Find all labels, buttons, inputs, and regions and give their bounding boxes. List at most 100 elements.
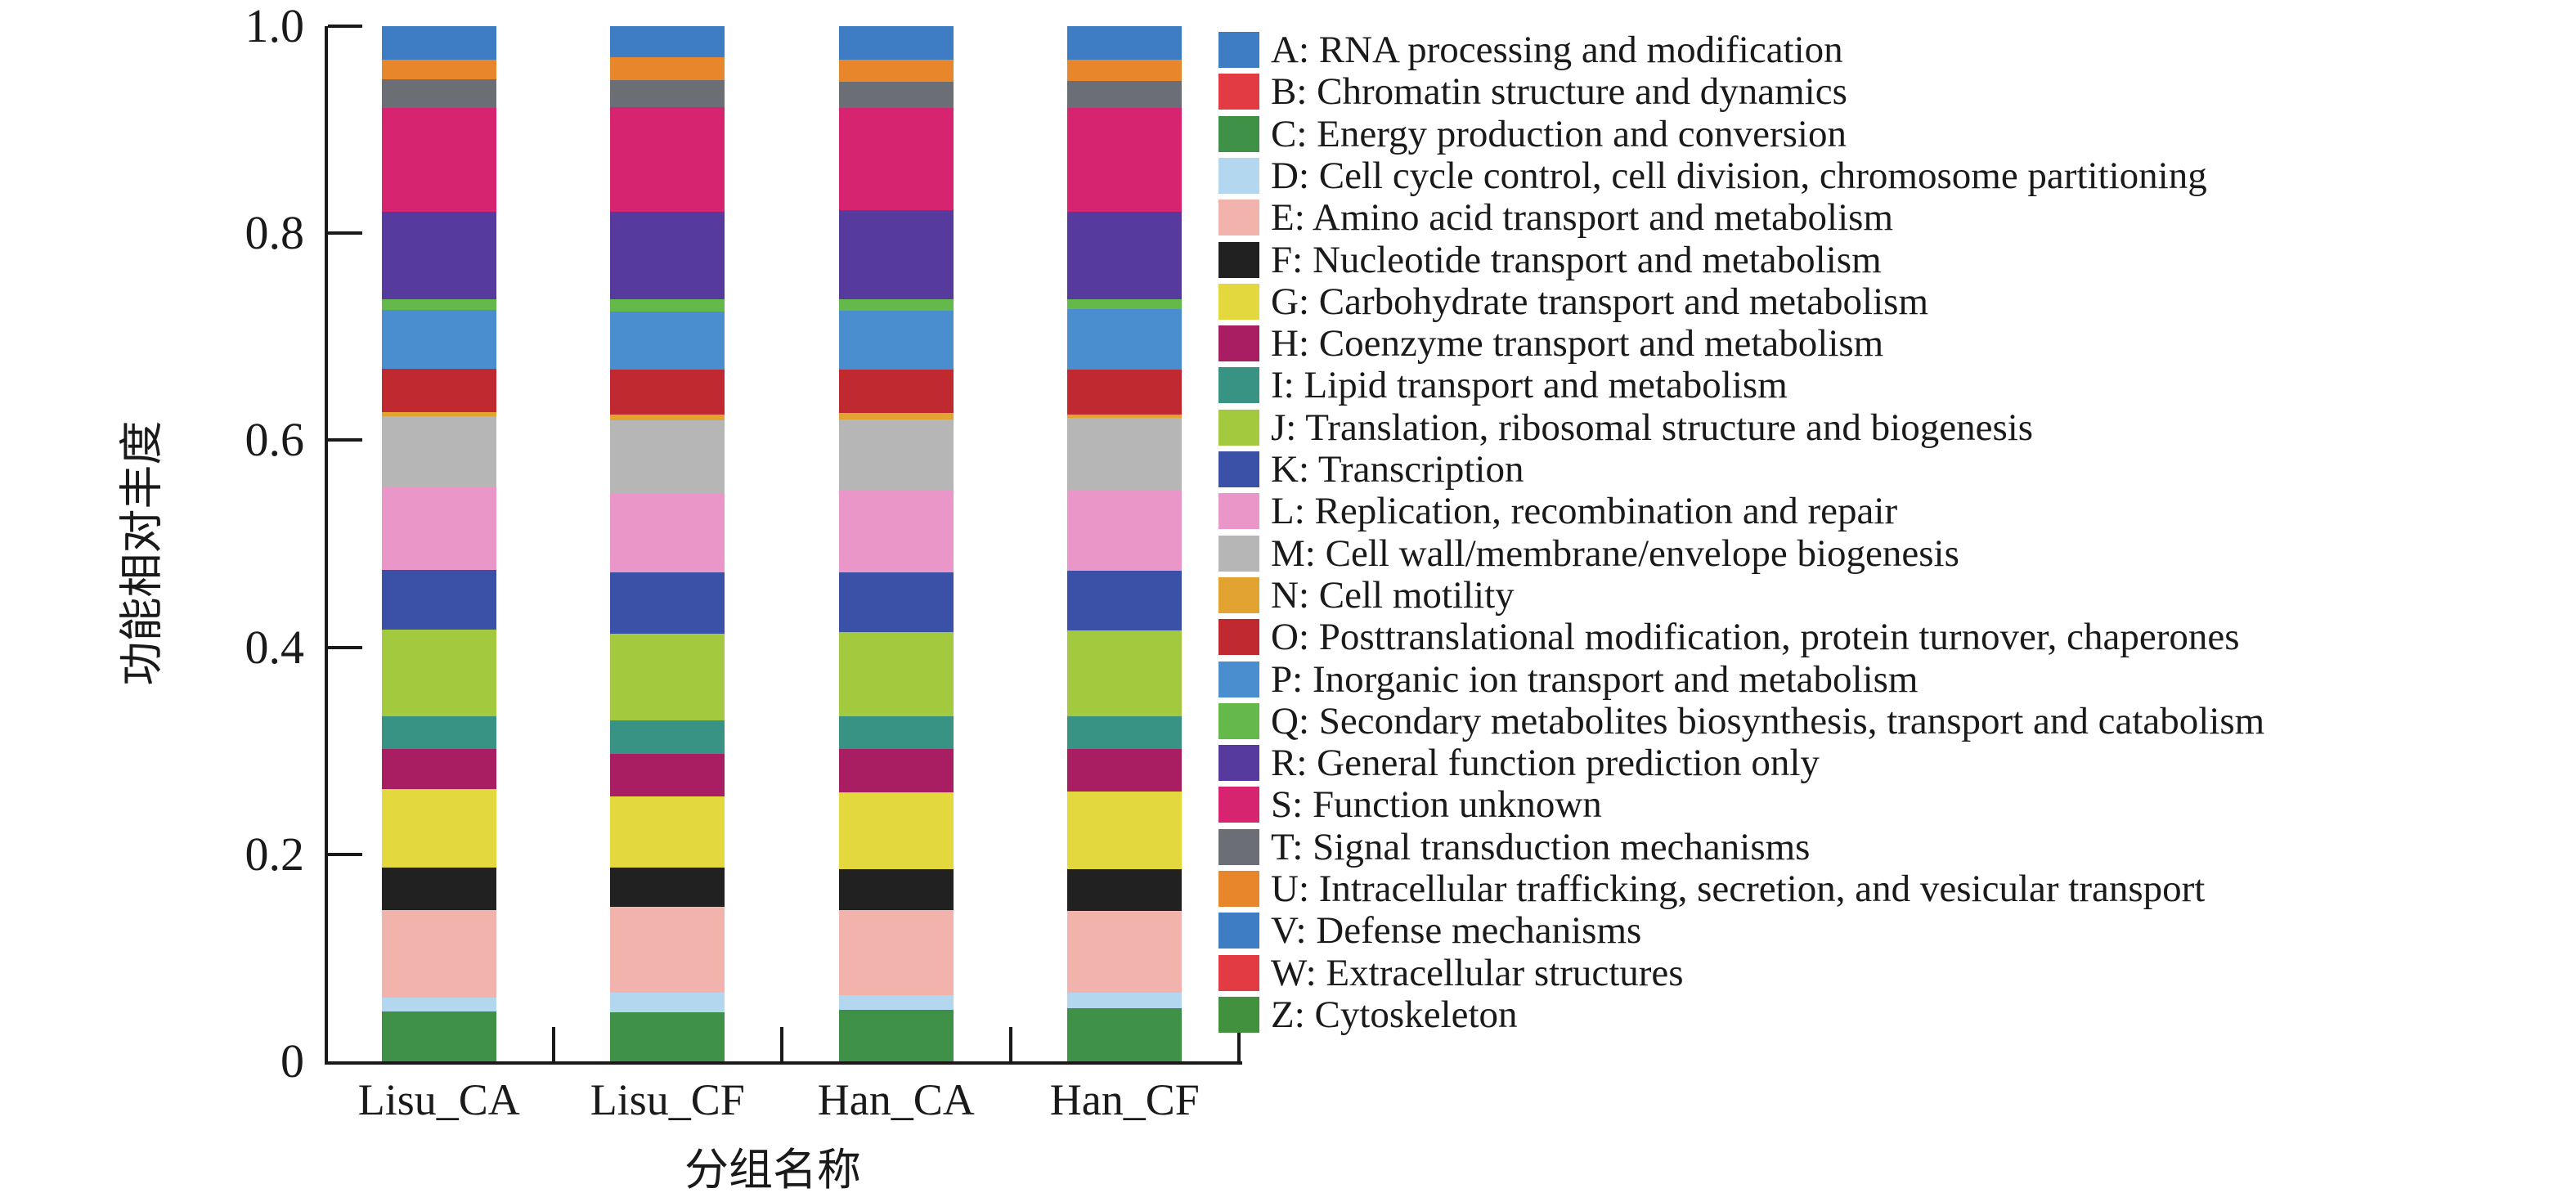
legend-item-O: O: Posttranslational modification, prote… bbox=[1218, 616, 2240, 659]
bar-segment-R bbox=[1067, 211, 1183, 300]
bar-segment-T bbox=[610, 79, 725, 107]
bar-segment-L bbox=[610, 492, 725, 573]
bar-segment-T bbox=[1067, 81, 1183, 108]
bar-segment-O bbox=[838, 370, 954, 414]
bar-segment-D bbox=[1067, 993, 1183, 1009]
legend-item-J: J: Translation, ribosomal structure and … bbox=[1218, 406, 2034, 449]
legend-swatch-V bbox=[1218, 913, 1259, 949]
bar-segment-P bbox=[610, 312, 725, 370]
bar-segment-H bbox=[1067, 748, 1183, 792]
bar-segment-K bbox=[1067, 570, 1183, 631]
bar-segment-N bbox=[610, 414, 725, 421]
y-tick-label: 0.2 bbox=[245, 827, 305, 881]
legend-label-F: F: Nucleotide transport and metabolism bbox=[1271, 238, 1882, 281]
bar-segment-J bbox=[610, 634, 725, 721]
legend-label-E: E: Amino acid transport and metabolism bbox=[1271, 196, 1893, 240]
y-axis-tick bbox=[328, 25, 362, 28]
bar-segment-L bbox=[381, 487, 496, 570]
legend-swatch-L bbox=[1218, 493, 1259, 530]
bar-segment-I bbox=[838, 716, 954, 749]
legend-swatch-S bbox=[1218, 787, 1259, 823]
legend-item-G: G: Carbohydrate transport and metabolism bbox=[1218, 282, 1928, 321]
category-label: Han_CA bbox=[817, 1075, 975, 1124]
y-axis-tick bbox=[328, 852, 362, 856]
y-tick-label: 0.4 bbox=[245, 620, 305, 674]
category-label: Han_CF bbox=[1049, 1075, 1200, 1124]
legend-item-Z: Z: Cytoskeleton bbox=[1218, 993, 1518, 1036]
legend-label-N: N: Cell motility bbox=[1271, 573, 1515, 617]
bar-segment-J bbox=[838, 631, 954, 717]
bar-segment-O bbox=[1067, 370, 1183, 415]
y-axis-tick bbox=[328, 438, 362, 442]
x-axis-tick bbox=[551, 1027, 555, 1061]
bar-segment-F bbox=[381, 868, 496, 911]
bar-segment-E bbox=[1067, 911, 1183, 993]
x-axis-title: 分组名称 bbox=[684, 1146, 861, 1193]
bar-segment-G bbox=[610, 796, 725, 868]
bar-segment-G bbox=[838, 792, 954, 869]
legend-label-Z: Z: Cytoskeleton bbox=[1271, 993, 1518, 1036]
legend-label-J: J: Translation, ribosomal structure and … bbox=[1271, 406, 2034, 449]
x-axis-tick bbox=[1237, 1027, 1241, 1061]
bar-segment-V bbox=[610, 26, 725, 57]
legend-item-U: U: Intracellular trafficking, secretion,… bbox=[1218, 870, 2205, 908]
bar-segment-C bbox=[838, 1009, 954, 1061]
bar-segment-R bbox=[610, 211, 725, 300]
legend-swatch-I bbox=[1218, 367, 1259, 404]
legend-label-U: U: Intracellular trafficking, secretion,… bbox=[1271, 868, 2206, 910]
bar-segment-P bbox=[1067, 308, 1183, 370]
bar-segment-V bbox=[1067, 26, 1183, 60]
legend-item-D: D: Cell cycle control, cell division, ch… bbox=[1218, 156, 2207, 195]
bar-segment-N bbox=[1067, 414, 1183, 418]
bar-segment-H bbox=[838, 748, 954, 792]
y-tick-label: 1.0 bbox=[245, 0, 305, 52]
legend-item-B: B: Chromatin structure and dynamics bbox=[1218, 70, 1847, 114]
legend-swatch-U bbox=[1218, 871, 1259, 907]
legend-label-V: V: Defense mechanisms bbox=[1271, 909, 1642, 953]
legend-item-M: M: Cell wall/membrane/envelope biogenesi… bbox=[1218, 534, 1959, 572]
bar-segment-P bbox=[838, 311, 954, 370]
x-axis-tick bbox=[780, 1027, 783, 1061]
legend-item-N: N: Cell motility bbox=[1218, 576, 1515, 614]
bar-segment-E bbox=[838, 910, 954, 995]
legend-item-V: V: Defense mechanisms bbox=[1218, 909, 1642, 953]
legend-swatch-W bbox=[1218, 954, 1259, 991]
legend-label-H: H: Coenzyme transport and metabolism bbox=[1271, 322, 1884, 366]
legend-swatch-G bbox=[1218, 283, 1259, 320]
bar-segment-Q bbox=[381, 299, 496, 310]
y-tick-label: 0.8 bbox=[245, 206, 305, 260]
legend-label-O: O: Posttranslational modification, prote… bbox=[1271, 616, 2240, 659]
bar-segment-I bbox=[610, 720, 725, 754]
legend-swatch-H bbox=[1218, 325, 1259, 362]
legend-item-P: P: Inorganic ion transport and metabolis… bbox=[1218, 657, 1919, 701]
bar-segment-Q bbox=[610, 299, 725, 312]
bar-segment-P bbox=[381, 309, 496, 370]
legend-label-Q: Q: Secondary metabolites biosynthesis, t… bbox=[1271, 699, 2265, 742]
legend-swatch-Q bbox=[1218, 702, 1259, 739]
legend-label-B: B: Chromatin structure and dynamics bbox=[1271, 70, 1847, 114]
bar-segment-K bbox=[610, 572, 725, 635]
legend-label-T: T: Signal transduction mechanisms bbox=[1271, 825, 1811, 868]
legend-swatch-R bbox=[1218, 745, 1259, 782]
bar-segment-V bbox=[838, 26, 954, 60]
legend-item-L: L: Replication, recombination and repair bbox=[1218, 492, 1897, 531]
legend-item-C: C: Energy production and conversion bbox=[1218, 114, 1847, 153]
bar-segment-G bbox=[1067, 791, 1183, 869]
bar-segment-S bbox=[838, 108, 954, 211]
legend-label-P: P: Inorganic ion transport and metabolis… bbox=[1271, 657, 1919, 701]
category-label: Lisu_CF bbox=[590, 1075, 745, 1124]
bar-segment-T bbox=[381, 78, 496, 108]
bar-segment-E bbox=[381, 910, 496, 998]
bar-segment-S bbox=[610, 106, 725, 212]
legend-swatch-N bbox=[1218, 576, 1259, 613]
bar-segment-U bbox=[610, 56, 725, 80]
bar-segment-E bbox=[610, 907, 725, 993]
legend-swatch-O bbox=[1218, 619, 1259, 656]
legend-swatch-D bbox=[1218, 157, 1259, 194]
bar-segment-J bbox=[381, 630, 496, 717]
bar-segment-F bbox=[610, 868, 725, 908]
bar-segment-Q bbox=[1067, 299, 1183, 309]
legend-item-A: A: RNA processing and modification bbox=[1218, 31, 1843, 70]
bar-segment-M bbox=[838, 419, 954, 491]
